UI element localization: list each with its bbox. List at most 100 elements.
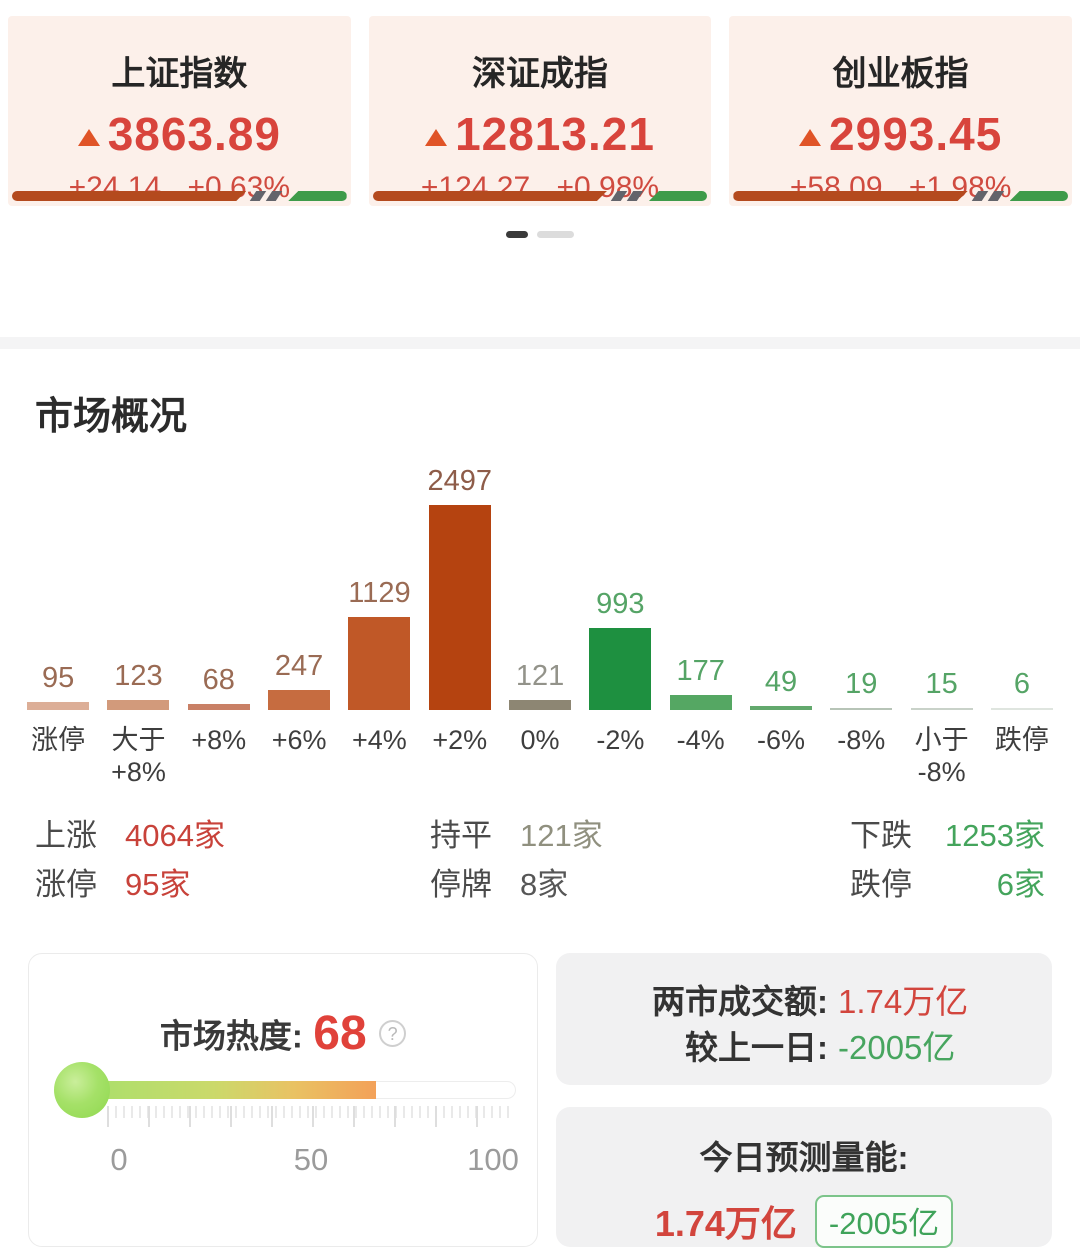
- forecast-value: 1.74万亿: [654, 1203, 797, 1245]
- stat-decliners: 下跌 1253家: [850, 811, 1045, 860]
- heat-gauge-bulb: [54, 1061, 110, 1118]
- bar-value-label: 247: [274, 650, 324, 682]
- chart-column: 121 0%: [500, 464, 580, 789]
- heat-gauge-track: [54, 1061, 516, 1118]
- turnover-label: 较上一日:: [685, 1028, 828, 1066]
- market-heat-card: 市场热度: 68 ? 0 50 100: [28, 952, 538, 1247]
- turnover-label: 两市成交额:: [652, 982, 828, 1020]
- bar-value-label: 68: [202, 664, 235, 696]
- ratio-bar-up-segment: [373, 191, 607, 201]
- bar-value-label: 15: [925, 668, 958, 700]
- index-value-row: 12813.21: [369, 107, 712, 161]
- index-card-shanghai[interactable]: 上证指数 3863.89 +24.14 +0.63%: [8, 16, 351, 206]
- bottom-panels: 市场热度: 68 ? 0 50 100 两市成交额: 1.74万亿 较上一日: …: [28, 952, 1052, 1248]
- chart-column: 6 跌停: [982, 464, 1062, 789]
- chart-column: 177 -4%: [661, 464, 741, 789]
- up-down-ratio-bar: [373, 191, 708, 201]
- bar: [910, 708, 973, 710]
- index-value: 12813.21: [455, 108, 655, 160]
- heat-value: 68: [313, 1006, 367, 1060]
- chart-column: 19 -8%: [821, 464, 901, 789]
- chart-columns: 95 涨停 123 大于 +8% 68 +8% 247 +6% 1129 +4% 2497 +2% 12…: [18, 464, 1062, 789]
- up-down-ratio-bar: [12, 191, 347, 201]
- stat-value: 8家: [520, 866, 569, 902]
- stat-limit-up: 涨停 95家: [35, 860, 430, 909]
- market-stats: 上涨 4064家 持平 121家 下跌 1253家 涨停 95家 停牌 8家 跌…: [35, 811, 1045, 909]
- index-card-shenzhen[interactable]: 深证成指 12813.21 +124.27 +0.98%: [368, 16, 712, 206]
- ratio-bar-slash: [626, 191, 644, 201]
- bar-category-label: +2%: [432, 725, 488, 755]
- ratio-bar-slash: [266, 191, 283, 201]
- bar-category-label: -8%: [837, 725, 886, 755]
- bar: [990, 708, 1053, 710]
- index-value: 3863.89: [107, 108, 281, 160]
- bar-category-label: 涨停: [31, 725, 86, 755]
- section-title: 市场概况: [35, 396, 188, 438]
- bar-category-label: -6%: [756, 725, 805, 755]
- bar-value-label: 49: [764, 666, 798, 698]
- bar: [348, 617, 411, 710]
- forecast-panel: 今日预测量能: 1.74万亿 -2005亿: [556, 1106, 1052, 1248]
- turnover-column: 两市成交额: 1.74万亿 较上一日: -2005亿 今日预测量能: 1.74万…: [556, 952, 1052, 1248]
- forecast-title: 今日预测量能:: [699, 1138, 909, 1176]
- turnover-row: 两市成交额: 1.74万亿: [556, 979, 1052, 1025]
- spacer: [0, 238, 1080, 337]
- forecast-change-badge: -2005亿: [814, 1194, 954, 1248]
- index-cards-row: 上证指数 3863.89 +24.14 +0.63% 深证成指 12813.21…: [8, 16, 1073, 206]
- index-value-row: 3863.89: [8, 107, 351, 161]
- bar: [589, 628, 652, 710]
- scale-max: 100: [467, 1141, 519, 1177]
- chart-column: 95 涨停: [18, 464, 98, 789]
- pagination-dot[interactable]: [506, 230, 528, 238]
- ratio-bar-slash: [987, 191, 1004, 201]
- ratio-bar-down-segment: [1009, 191, 1069, 201]
- forecast-row: 1.74万亿 -2005亿: [556, 1194, 1052, 1248]
- ratio-bar-down-segment: [288, 191, 347, 201]
- stat-label: 跌停: [850, 866, 912, 902]
- stat-value: 1253家: [945, 817, 1045, 853]
- chart-column: 123 大于 +8%: [98, 464, 178, 789]
- bar-category-label: 小于 -8%: [914, 725, 969, 788]
- bar: [187, 704, 250, 710]
- stat-value: 4064家: [125, 817, 225, 853]
- ratio-bar-slash: [250, 191, 267, 201]
- bar-value-label: 19: [845, 668, 878, 700]
- chart-column: 247 +6%: [259, 464, 339, 789]
- index-name: 深证成指: [472, 55, 608, 93]
- index-name: 创业板指: [832, 55, 969, 93]
- stats-row: 上涨 4064家 持平 121家 下跌 1253家: [35, 811, 1045, 860]
- chart-column: 2497 +2%: [420, 464, 500, 789]
- stat-suspended: 停牌 8家: [430, 860, 850, 909]
- bar-value-label: 121: [515, 660, 565, 692]
- index-value: 2993.45: [829, 108, 1003, 160]
- ratio-bar-slash: [610, 191, 628, 201]
- index-summary-section: 上证指数 3863.89 +24.14 +0.63% 深证成指 12813.21…: [0, 0, 1080, 238]
- up-triangle-icon: [77, 129, 100, 146]
- bar-category-label: +8%: [191, 725, 247, 755]
- index-name: 上证指数: [111, 55, 248, 93]
- scale-mid: 50: [293, 1141, 329, 1177]
- bar-value-label: 177: [676, 655, 725, 687]
- chart-column: 1129 +4%: [339, 464, 419, 789]
- bar-value-label: 1129: [348, 577, 411, 609]
- bar-category-label: +4%: [352, 725, 407, 755]
- bar-value-label: 123: [114, 660, 163, 692]
- ratio-bar-up-segment: [12, 191, 246, 201]
- pagination-dot[interactable]: [537, 230, 574, 238]
- stat-advancers: 上涨 4064家: [35, 811, 430, 860]
- bar-value-label: 95: [42, 662, 75, 694]
- bar-value-label: 993: [596, 588, 645, 620]
- heat-gauge-fill: [82, 1080, 377, 1099]
- question-mark-circle-icon[interactable]: ?: [379, 1019, 407, 1047]
- carousel-pagination: [8, 230, 1072, 238]
- bar: [669, 695, 732, 710]
- bar-category-label: -2%: [596, 725, 645, 755]
- up-down-ratio-bar: [733, 191, 1069, 201]
- chart-column: 15 小于 -8%: [901, 464, 981, 789]
- index-card-chinext[interactable]: 创业板指 2993.45 +58.09 +1.98%: [729, 16, 1073, 206]
- turnover-value: -2005亿: [838, 1028, 956, 1066]
- bar: [107, 700, 170, 710]
- bar: [509, 700, 572, 710]
- bar-value-label: 6: [1013, 668, 1030, 700]
- bar: [830, 708, 893, 710]
